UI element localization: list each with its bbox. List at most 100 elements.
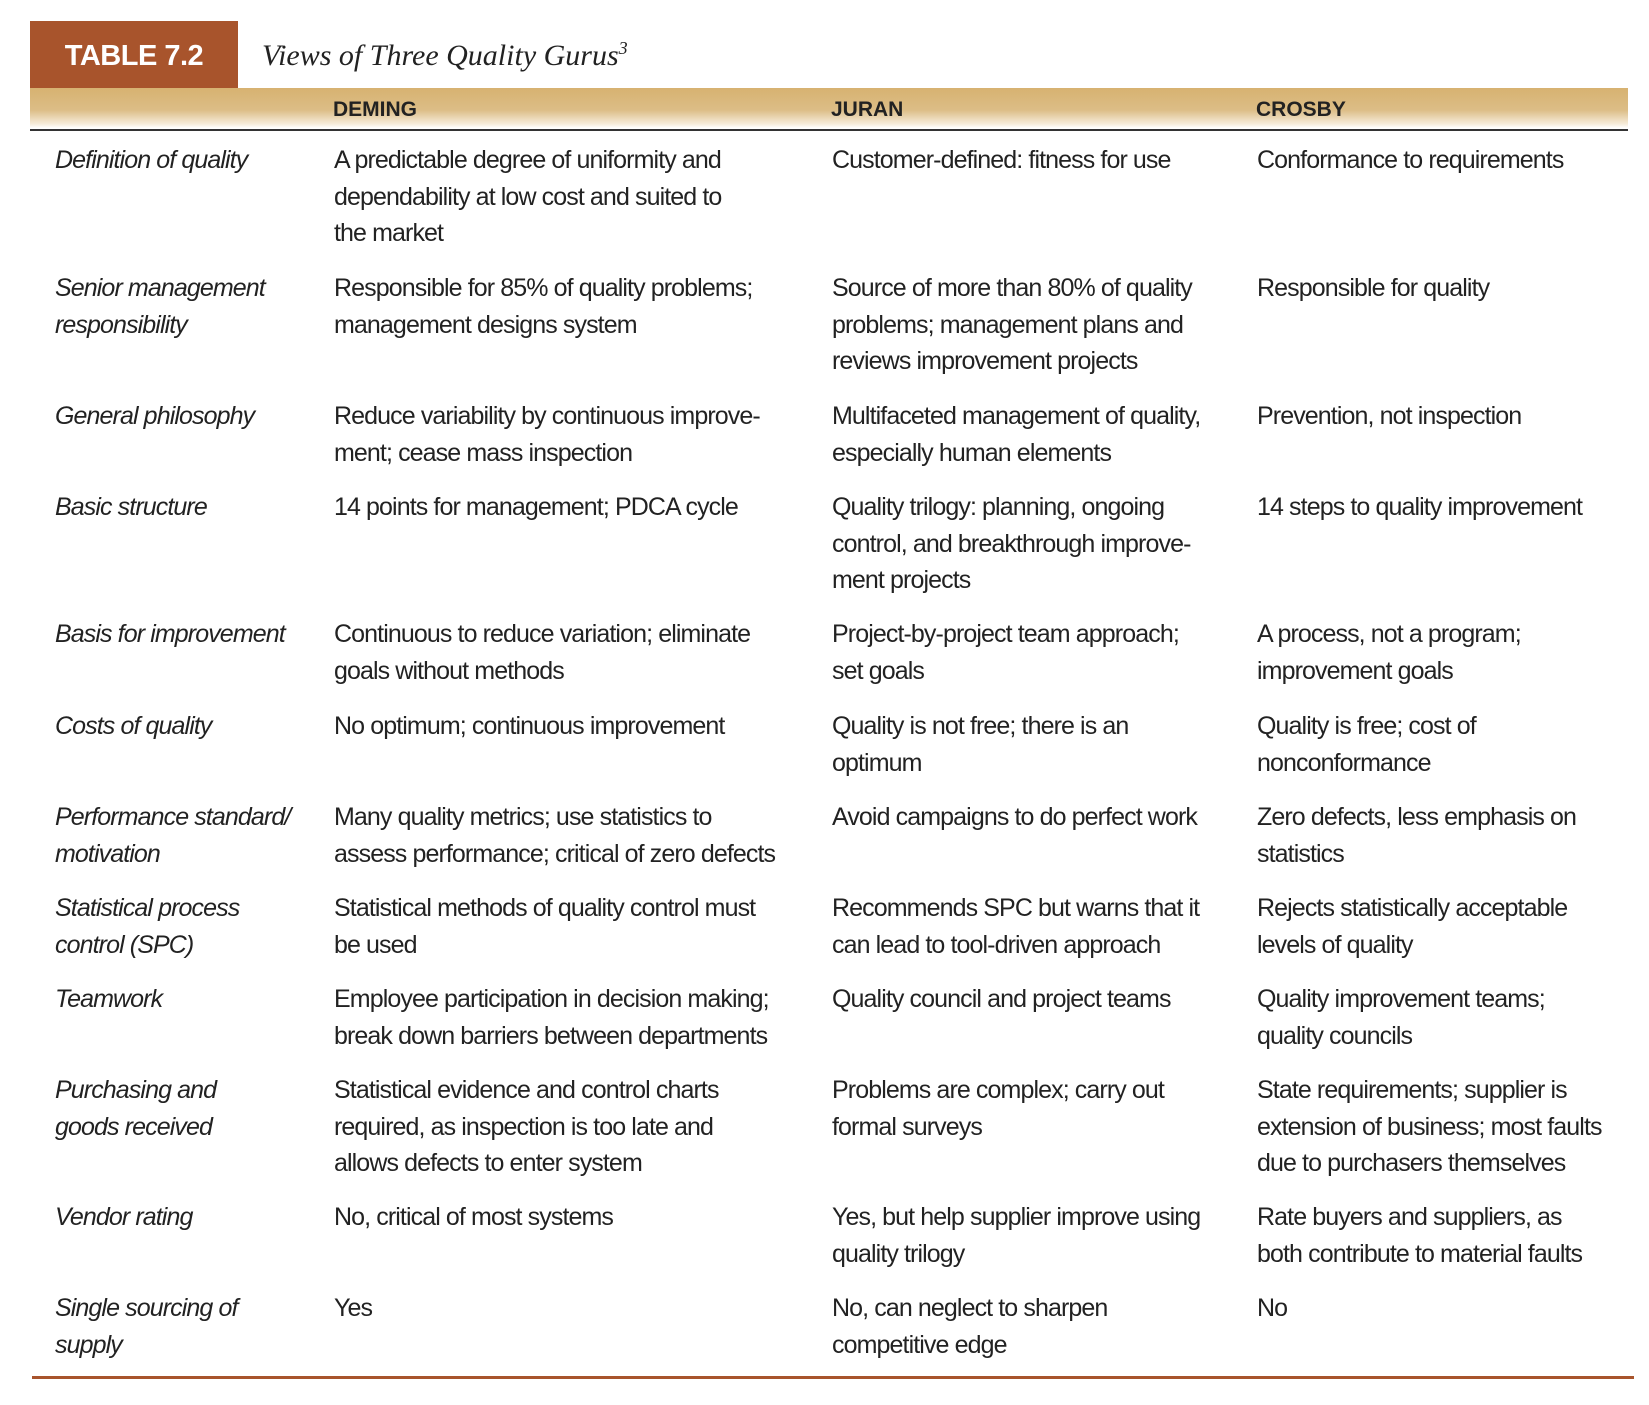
cell-line: supply (55, 1330, 123, 1359)
cell-line: quality councils (1257, 1021, 1413, 1050)
cell-line: nonconformance (1257, 748, 1432, 777)
cell-line: problems; management plans and (832, 310, 1184, 339)
cell-line: can lead to tool-driven approach (832, 930, 1161, 959)
cell-deming: No, critical of most systems (334, 1199, 614, 1236)
cell-line: extension of business; most faults (1257, 1112, 1603, 1141)
cell-line: especially human elements (832, 438, 1112, 467)
cell-crosby: Zero defects, less emphasis on statistics (1257, 799, 1577, 872)
cell-line: Reduce variability by continuous improve… (334, 402, 761, 430)
cell-juran: Recommends SPC but warns that it can lead… (832, 890, 1200, 963)
cell-crosby: Rate buyers and suppliers, as both contri… (1257, 1199, 1583, 1272)
cell-line: 14 points for management; PDCA cycle (334, 493, 739, 521)
cell-line: A process, not a program; (1257, 620, 1522, 648)
cell-line: ment; cease mass inspection (334, 438, 633, 467)
cell-line: required, as inspection is too late and (334, 1112, 714, 1141)
cell-juran: Quality council and project teams (832, 981, 1171, 1018)
cell-deming: Continuous to reduce variation; eliminat… (334, 616, 751, 689)
cell-line: Quality is not free; there is an (832, 712, 1129, 740)
cell-crosby: Rejects statistically acceptable levels o… (1257, 890, 1568, 963)
cell-juran: Avoid campaigns to do perfect work (832, 799, 1198, 836)
cell-line: competitive edge (832, 1330, 1008, 1359)
cell-crosby: Prevention, not inspection (1257, 398, 1522, 435)
cell-line: Costs of quality (55, 712, 212, 740)
cell-juran: No, can neglect to sharpen competitive ed… (832, 1290, 1108, 1363)
cell-line: assess performance; critical of zero def… (334, 839, 776, 868)
cell-line: break down barriers between departments (334, 1021, 768, 1050)
row-label: Basis for improvement (55, 616, 286, 653)
cell-line: Senior management (55, 274, 266, 302)
cell-line: goals without methods (334, 656, 565, 685)
cell-line: control, and breakthrough improve- (832, 529, 1191, 558)
cell-crosby: 14 steps to quality improvement (1257, 489, 1583, 526)
cell-deming: Employee participation in decision makin… (334, 981, 770, 1054)
cell-line: be used (334, 930, 418, 959)
cell-line: Avoid campaigns to do perfect work (832, 803, 1198, 831)
cell-deming: Yes (334, 1290, 373, 1327)
cell-juran: Project-by-project team approach; set goa… (832, 616, 1180, 689)
header-rule (30, 129, 1628, 131)
cell-deming: 14 points for management; PDCA cycle (334, 489, 739, 526)
row-label: Single sourcing of supply (55, 1290, 238, 1363)
column-header-crosby: CROSBY (1256, 98, 1346, 121)
cell-line: No, critical of most systems (334, 1203, 614, 1231)
table-number-badge: TABLE 7.2 (30, 21, 238, 91)
table-title-text: Views of Three Quality Gurus (262, 39, 619, 72)
cell-line: Vendor rating (55, 1203, 193, 1231)
cell-crosby: State requirements; supplier is extension… (1257, 1072, 1603, 1182)
cell-line: Yes, but help supplier improve using (832, 1203, 1201, 1231)
cell-line: Performance standard/ (55, 803, 291, 831)
cell-juran: Problems are complex; carry out formal su… (832, 1072, 1165, 1145)
footnote-marker: 3 (618, 38, 628, 58)
row-label: Teamwork (55, 981, 163, 1018)
cell-line: Quality council and project teams (832, 985, 1171, 1013)
cell-line: optimum (832, 748, 922, 777)
cell-line: Definition of quality (55, 146, 248, 174)
cell-line: Rejects statistically acceptable (1257, 894, 1568, 922)
cell-line: Problems are complex; carry out (832, 1076, 1165, 1104)
cell-line: Statistical evidence and control charts (334, 1076, 719, 1104)
cell-line: levels of quality (1257, 930, 1414, 959)
cell-line: Statistical methods of quality control m… (334, 894, 756, 922)
cell-line: General philosophy (55, 402, 255, 430)
cell-line: quality trilogy (832, 1239, 965, 1268)
cell-line: statistics (1257, 839, 1345, 868)
cell-crosby: Conformance to requirements (1257, 142, 1564, 179)
cell-line: Project-by-project team approach; (832, 620, 1180, 648)
cell-line: improvement goals (1257, 656, 1454, 685)
cell-line: 14 steps to quality improvement (1257, 493, 1583, 521)
row-label: Vendor rating (55, 1199, 193, 1236)
cell-line: Prevention, not inspection (1257, 402, 1522, 430)
cell-line: Yes (334, 1294, 373, 1322)
cell-line: reviews improvement projects (832, 347, 1138, 375)
cell-line: the market (334, 219, 444, 247)
cell-line: Basis for improvement (55, 620, 286, 648)
cell-line: Source of more than 80% of quality (832, 274, 1193, 302)
cell-line: set goals (832, 656, 925, 685)
cell-line: Recommends SPC but warns that it (832, 894, 1200, 922)
cell-juran: Multifaceted management of quality, espec… (832, 398, 1201, 471)
cell-line: No optimum; continuous improvement (334, 712, 725, 740)
cell-juran: Quality trilogy: planning, ongoing contro… (832, 489, 1191, 599)
column-header-deming: DEMING (333, 98, 417, 121)
cell-line: State requirements; supplier is (1257, 1076, 1568, 1104)
cell-line: Employee participation in decision makin… (334, 985, 770, 1013)
cell-deming: Statistical methods of quality control m… (334, 890, 756, 963)
row-label: Statistical process control (SPC) (55, 890, 240, 963)
row-label: Purchasing and goods received (55, 1072, 217, 1145)
cell-deming: Reduce variability by continuous improve… (334, 398, 761, 471)
column-header-juran: JURAN (831, 98, 904, 121)
cell-line: Responsible for quality (1257, 274, 1490, 302)
cell-line: allows defects to enter system (334, 1149, 643, 1177)
cell-line: Zero defects, less emphasis on (1257, 803, 1577, 831)
cell-crosby: Quality improvement teams; quality counci… (1257, 981, 1546, 1054)
cell-line: Customer-defined: fitness for use (832, 146, 1171, 174)
cell-deming: Responsible for 85% of quality problems;… (334, 270, 753, 343)
row-label: Performance standard/motivation (55, 799, 291, 872)
cell-line: control (SPC) (55, 930, 194, 959)
row-label: General philosophy (55, 398, 255, 435)
cell-crosby: No (1257, 1290, 1288, 1327)
cell-line: ment projects (832, 566, 971, 594)
cell-juran: Quality is not free; there is an optimum (832, 708, 1129, 781)
cell-line: Rate buyers and suppliers, as (1257, 1203, 1563, 1231)
cell-line: Teamwork (55, 985, 163, 1013)
